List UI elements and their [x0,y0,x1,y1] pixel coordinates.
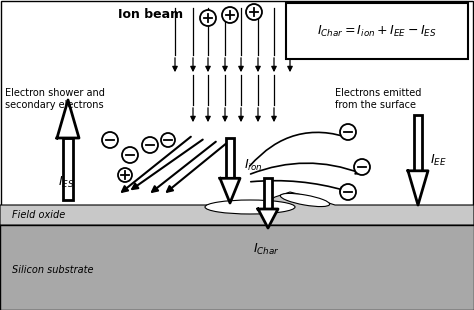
Text: Silicon substrate: Silicon substrate [12,265,93,275]
Circle shape [222,7,238,23]
Circle shape [340,184,356,200]
Ellipse shape [280,193,329,206]
Circle shape [340,124,356,140]
Ellipse shape [205,200,295,214]
Text: $I_{Char}$: $I_{Char}$ [253,242,279,257]
Circle shape [122,147,138,163]
Polygon shape [220,178,240,203]
FancyBboxPatch shape [286,3,468,59]
Polygon shape [0,192,474,225]
Text: $I_{EE}$: $I_{EE}$ [430,153,447,167]
Circle shape [102,132,118,148]
Text: Ion beam: Ion beam [118,8,183,21]
Polygon shape [408,171,428,205]
Text: $I_{ion}$: $I_{ion}$ [244,157,263,173]
Bar [264,178,272,209]
Text: Field oxide: Field oxide [12,210,65,220]
Circle shape [246,4,262,20]
Text: Electron shower and
secondary electrons: Electron shower and secondary electrons [5,88,105,110]
Bar [64,138,73,200]
Circle shape [142,137,158,153]
Text: Electrons emitted
from the surface: Electrons emitted from the surface [335,88,421,110]
Circle shape [161,133,175,147]
Bar [0,225,474,310]
Polygon shape [57,100,79,138]
Bar [414,115,422,171]
Text: $I_{ES}$: $I_{ES}$ [58,175,74,189]
Circle shape [354,159,370,175]
Text: $I_{Char} = I_{ion} + I_{EE} - I_{ES}$: $I_{Char} = I_{ion} + I_{EE} - I_{ES}$ [317,24,437,38]
Circle shape [200,10,216,26]
Circle shape [118,168,132,182]
Bar [226,138,234,178]
Polygon shape [258,209,278,228]
